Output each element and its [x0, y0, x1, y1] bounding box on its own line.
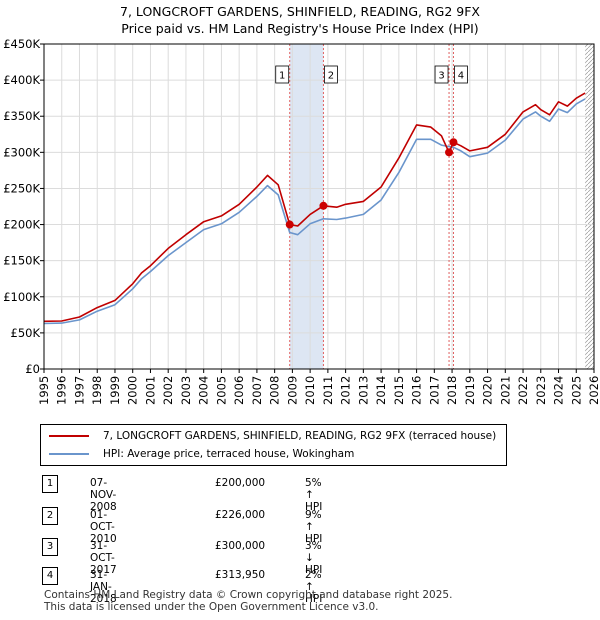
x-tick-label: 1997	[72, 376, 86, 405]
x-tick-label: 2007	[250, 376, 264, 405]
x-tick-label: 2002	[161, 376, 175, 405]
chart-title: 7, LONGCROFT GARDENS, SHINFIELD, READING…	[120, 4, 480, 19]
hpi-line	[43, 98, 586, 325]
transaction-date: 31-OCT-2017	[90, 540, 117, 576]
x-tick-label: 2013	[356, 376, 370, 405]
footer-license: This data is licensed under the Open Gov…	[44, 601, 379, 613]
x-tick-label: 1995	[37, 376, 51, 405]
sale-marker-1	[285, 220, 294, 229]
x-tick-label: 2012	[339, 376, 353, 405]
event-box-label: 2	[328, 71, 334, 82]
y-tick-label: £450K	[3, 37, 40, 51]
x-tick-label: 2009	[285, 376, 299, 405]
y-tick-label: £350K	[3, 109, 40, 123]
legend-label-hpi: HPI: Average price, terraced house, Woki…	[103, 448, 355, 460]
forecast-hatch	[585, 44, 594, 369]
legend-swatch-hpi	[49, 453, 89, 455]
y-tick-label: £200K	[3, 218, 40, 232]
transaction-date: 07-NOV-2008	[90, 477, 117, 513]
transaction-hpi-change: 5% ↑ HPI	[305, 477, 323, 513]
footer: Contains HM Land Registry data © Crown c…	[44, 589, 452, 613]
x-tick-label: 1998	[90, 376, 104, 405]
event-box-label: 1	[279, 71, 285, 82]
event-box	[454, 65, 468, 84]
transaction-price: £300,000	[215, 540, 266, 552]
x-tick-label: 2018	[445, 376, 459, 405]
y-tick-label: £300K	[3, 145, 40, 159]
transaction-hpi-change: 3% ↓ HPI	[305, 540, 323, 576]
event-label-box-2: 2	[324, 65, 338, 84]
legend-item-price: 7, LONGCROFT GARDENS, SHINFIELD, READING…	[49, 428, 496, 444]
x-tick-label: 2005	[214, 376, 228, 405]
legend-swatch-price	[49, 435, 89, 437]
event-label-box-3: 3	[434, 65, 449, 84]
y-tick-label: £150K	[3, 254, 40, 268]
transaction-number-badge: 2	[42, 507, 58, 525]
x-tick-label: 2015	[392, 376, 406, 405]
x-tick-label: 1999	[108, 376, 122, 405]
y-tick-label: £0	[25, 362, 40, 376]
y-tick-label: £100K	[3, 290, 40, 304]
x-tick-label: 2023	[534, 376, 548, 405]
transaction-price: £226,000	[215, 509, 266, 521]
event-box-label: 3	[438, 71, 444, 82]
x-tick-label: 2008	[268, 376, 282, 405]
y-tick-label: £250K	[3, 181, 40, 195]
shaded-period	[289, 44, 324, 369]
transaction-date: 31-JAN-2018	[90, 569, 117, 605]
x-tick-label: 2010	[303, 376, 317, 405]
event-label-box-1: 1	[275, 65, 290, 84]
transaction-price: £200,000	[215, 477, 266, 489]
x-tick-label: 2025	[569, 376, 583, 405]
transaction-price: £313,950	[215, 569, 266, 581]
x-tick-label: 2024	[552, 376, 566, 405]
plot-frame	[43, 43, 595, 370]
x-tick-label: 2001	[143, 376, 157, 405]
transaction-number-badge: 3	[42, 538, 58, 556]
legend: 7, LONGCROFT GARDENS, SHINFIELD, READING…	[40, 424, 507, 466]
event-box	[434, 65, 449, 84]
x-tick-label: 2006	[232, 376, 246, 405]
x-tick-label: 2014	[374, 376, 388, 405]
x-tick-label: 2021	[498, 376, 512, 405]
event-box	[324, 65, 338, 84]
transaction-number-badge: 4	[42, 567, 58, 585]
transaction-hpi-change: 2% ↑ HPI	[305, 569, 323, 605]
x-tick-label: 2019	[463, 376, 477, 405]
sale-marker-4	[449, 138, 458, 147]
x-tick-label: 2016	[410, 376, 424, 405]
x-tick-label: 2000	[126, 376, 140, 405]
x-tick-label: 2003	[179, 376, 193, 405]
y-tick-label: £400K	[3, 73, 40, 87]
y-tick-label: £50K	[11, 326, 41, 340]
chart-subtitle: Price paid vs. HM Land Registry's House …	[121, 21, 479, 36]
transaction-number-badge: 1	[42, 475, 58, 493]
event-box	[275, 65, 290, 84]
x-tick-label: 2020	[481, 376, 495, 405]
legend-label-price: 7, LONGCROFT GARDENS, SHINFIELD, READING…	[103, 430, 497, 442]
event-label-box-4: 4	[454, 65, 468, 84]
x-tick-label: 2004	[197, 376, 211, 405]
x-tick-label: 2017	[427, 376, 441, 405]
legend-item-hpi: HPI: Average price, terraced house, Woki…	[49, 446, 354, 462]
price-chart: 1 2 3 4 £0 £50K £100K £150K £200K £250K £300K £350…	[3, 37, 600, 405]
sale-marker-3	[445, 148, 454, 157]
footer-copyright: Contains HM Land Registry data © Crown c…	[44, 589, 453, 601]
transaction-date: 01-OCT-2010	[90, 509, 117, 545]
event-box-label: 4	[458, 71, 464, 82]
x-tick-label: 1996	[55, 376, 69, 405]
x-tick-label: 2026	[587, 376, 600, 405]
transaction-hpi-change: 9% ↑ HPI	[305, 509, 323, 545]
sale-marker-2	[319, 201, 328, 210]
x-tick-label: 2022	[516, 376, 530, 405]
price-paid-line	[43, 92, 586, 323]
x-tick-label: 2011	[321, 376, 335, 405]
